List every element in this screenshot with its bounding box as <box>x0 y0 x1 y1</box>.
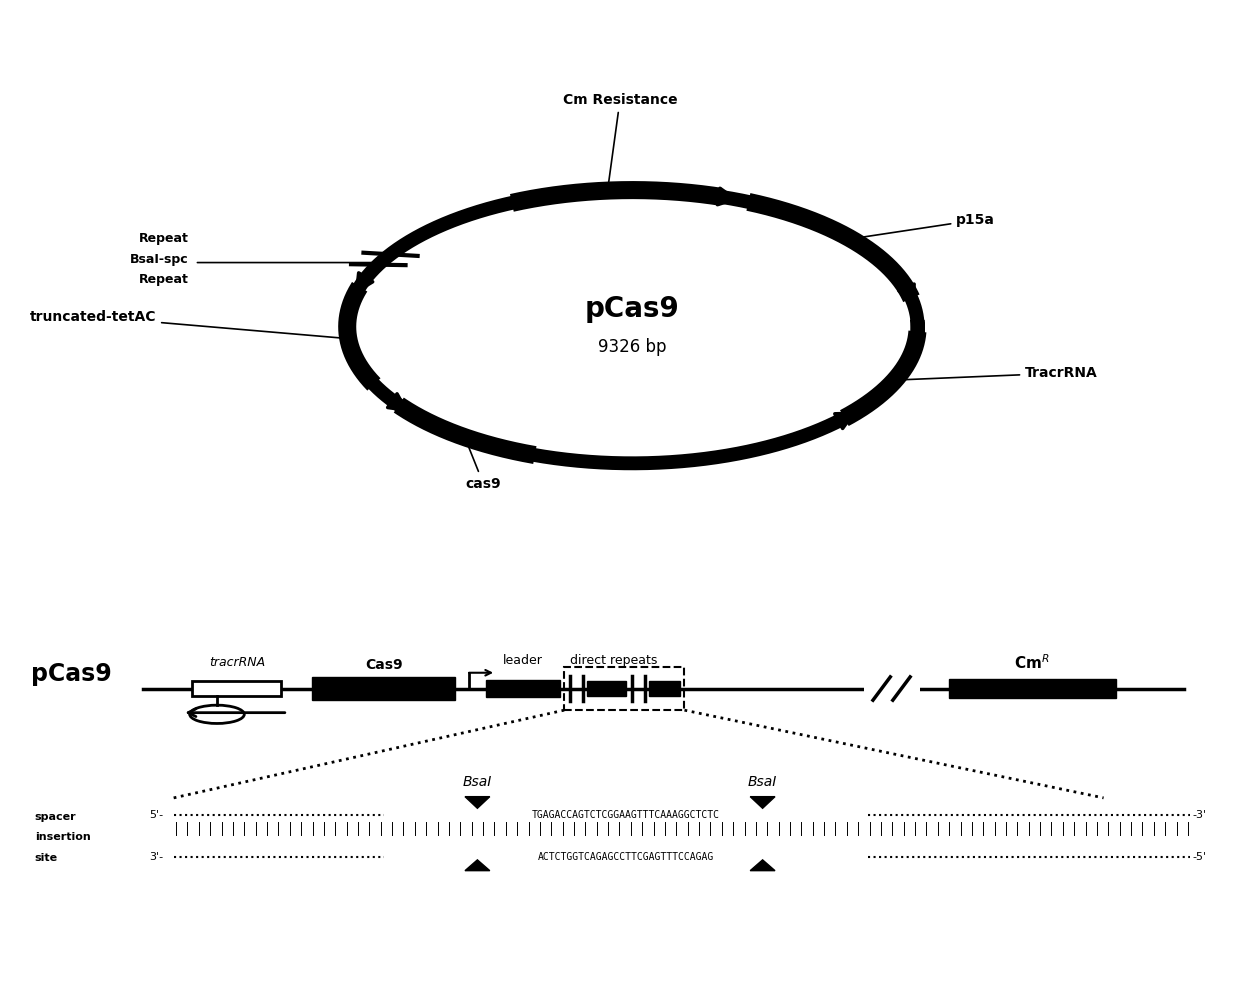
Text: Cm$^R$: Cm$^R$ <box>1014 653 1050 672</box>
Bar <box>486 680 560 697</box>
Text: Repeat: Repeat <box>139 273 188 286</box>
Bar <box>312 677 455 700</box>
Text: spacer: spacer <box>35 812 77 822</box>
Text: BsaI: BsaI <box>748 775 777 789</box>
Polygon shape <box>750 797 775 808</box>
Bar <box>949 679 1116 698</box>
Text: Cm Resistance: Cm Resistance <box>563 93 677 188</box>
Polygon shape <box>465 860 490 870</box>
Text: TracrRNA: TracrRNA <box>898 366 1097 380</box>
Text: BsaI: BsaI <box>463 775 492 789</box>
Text: ACTCTGGTCAGAGCCTTCGAGTTTCCAGAG: ACTCTGGTCAGAGCCTTCGAGTTTCCAGAG <box>538 852 714 862</box>
Text: 9326 bp: 9326 bp <box>598 339 667 356</box>
Text: direct repeats: direct repeats <box>570 654 657 667</box>
Text: pCas9: pCas9 <box>31 662 112 686</box>
Bar <box>587 681 626 696</box>
Polygon shape <box>465 797 490 808</box>
Text: TGAGACCAGTCTCGGAAGTTTCAAAGGCTCTC: TGAGACCAGTCTCGGAAGTTTCAAAGGCTCTC <box>532 811 720 821</box>
Text: p15a: p15a <box>853 213 996 239</box>
Bar <box>864 675 920 702</box>
Bar <box>649 681 680 696</box>
Text: truncated-tetAC: truncated-tetAC <box>30 310 346 339</box>
Bar <box>192 681 281 696</box>
Text: leader: leader <box>503 654 543 667</box>
Text: Cas9: Cas9 <box>365 658 403 672</box>
Text: BsaI-spc: BsaI-spc <box>130 252 188 265</box>
Polygon shape <box>750 860 775 870</box>
Text: pCas9: pCas9 <box>585 295 680 323</box>
Text: site: site <box>35 853 58 863</box>
Text: 5'-: 5'- <box>150 811 164 821</box>
Text: insertion: insertion <box>35 833 91 842</box>
Text: Repeat: Repeat <box>139 232 188 245</box>
Text: -3': -3' <box>1193 811 1207 821</box>
Text: -5': -5' <box>1193 852 1207 862</box>
Bar <box>564 667 684 710</box>
Text: 3'-: 3'- <box>150 852 164 862</box>
Text: tracrRNA: tracrRNA <box>208 656 265 669</box>
Text: cas9: cas9 <box>465 440 501 491</box>
